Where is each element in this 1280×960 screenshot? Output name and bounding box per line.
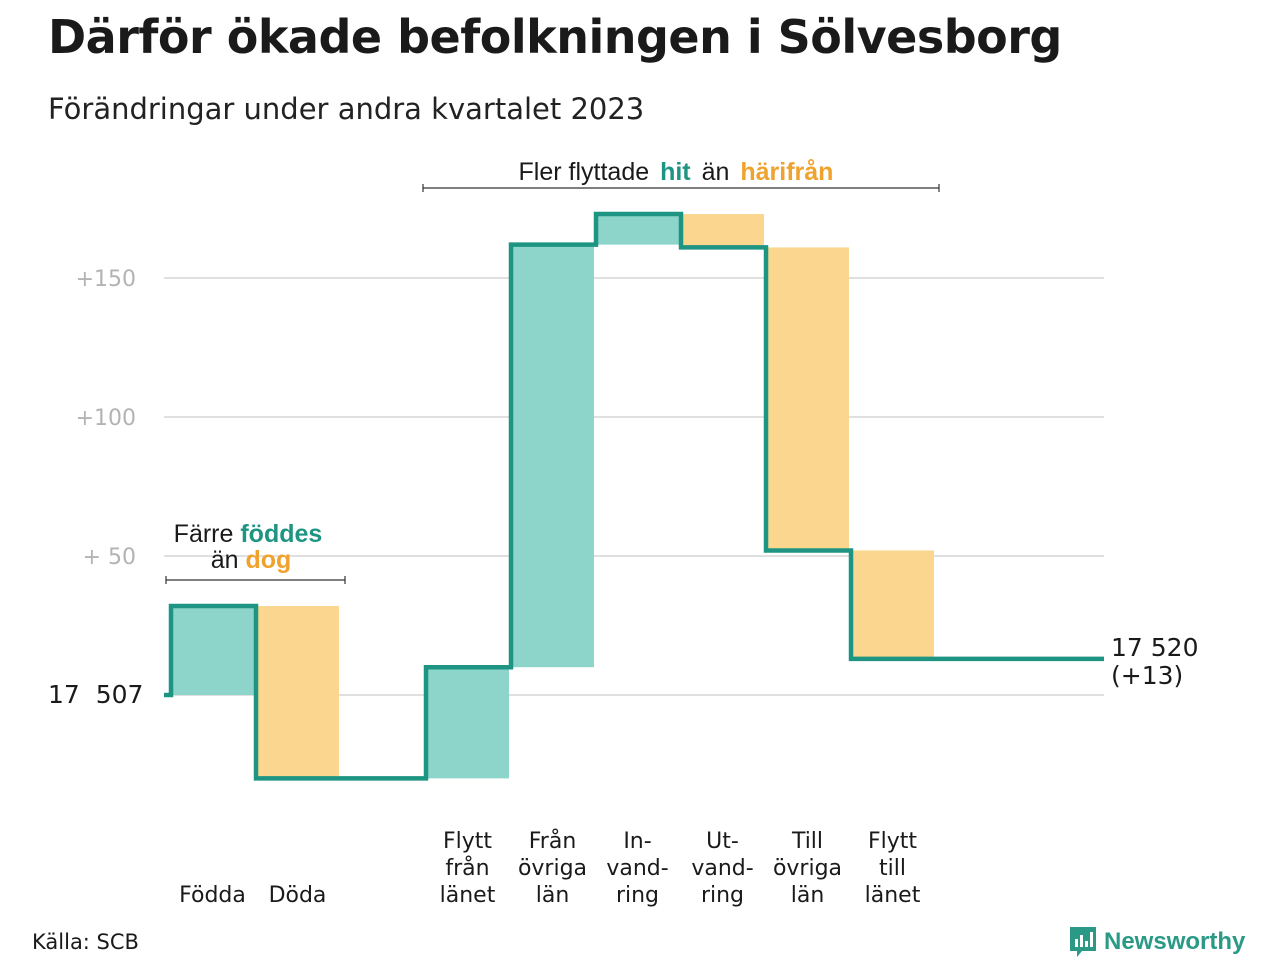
source-note: Källa: SCB [32,930,139,954]
category-label: ring [616,883,659,908]
waterfall-bar [171,606,254,695]
category-label: ring [701,883,744,908]
category-label: till [879,856,906,881]
waterfall-bar [511,244,594,668]
end-change-label: (+13) [1111,661,1183,690]
svg-text:Fler flyttade hit: Fler flyttade hit än härifrån [519,158,834,186]
category-label: Flytt [443,829,492,854]
births-annotation-prefix: Färre [174,520,234,548]
chart-subtitle: Förändringar under andra kvartalet 2023 [48,92,645,126]
cumulative-step-line [164,211,1104,781]
waterfall-bar [851,550,934,659]
category-label: vand- [691,856,753,881]
end-total-label: 17 520 [1111,633,1198,662]
svg-text:Färre föddes: Färre föddes [174,520,323,548]
waterfall-bar [766,247,849,551]
y-tick-label: +100 [76,406,136,431]
category-labels: Födda DödaFlyttfrånlänetFrånövrigalänIn-v… [179,828,921,908]
moves-annotation-prefix: Fler flyttade [519,158,650,186]
category-label: Födda [179,883,246,908]
category-label: länet [440,883,496,908]
births-annotation-prefix2: än [211,546,239,574]
y-tick-label: +150 [76,267,136,292]
waterfall-bar [426,667,509,779]
births-annotation: Färre föddes än dog [165,520,346,584]
brand-name: Newsworthy [1104,928,1246,955]
category-label: In- [623,829,651,854]
category-label: länet [865,883,921,908]
category-label: län [791,883,825,908]
svg-text:än dog: än dog [211,546,292,574]
category-label: övriga [773,856,842,881]
category-label: vand- [606,856,668,881]
moves-annotation-middle: än [702,158,730,186]
category-label: Från [529,828,577,854]
category-label: Ut- [706,829,739,854]
waterfall-bar [596,214,679,245]
step-line [164,211,1104,781]
category-label: Till [791,829,823,854]
bars [171,214,934,779]
base-value-label: 17 507 [48,680,143,709]
category-label: övriga [518,856,587,881]
chart-title: Därför ökade befolkningen i Sölvesborg [48,10,1062,64]
y-axis-ticks: + 50 +100 +150 [76,267,136,570]
moves-annotation-highlight2: härifrån [740,158,833,186]
waterfall-bar [681,214,764,248]
waterfall-bar [256,606,339,779]
brand-logo[interactable]: Newsworthy [1068,924,1245,960]
births-annotation-highlight: föddes [240,520,322,548]
category-label: Döda [269,883,327,908]
births-annotation-highlight2: dog [245,546,291,574]
moves-annotation-highlight1: hit [660,158,691,186]
y-tick-label: + 50 [83,545,136,570]
newsworthy-logo-icon [1070,927,1096,957]
moves-annotation: Fler flyttade hit än härifrån [422,158,940,192]
category-label: Flytt [868,829,917,854]
category-label: från [445,855,489,881]
category-label: län [536,883,570,908]
